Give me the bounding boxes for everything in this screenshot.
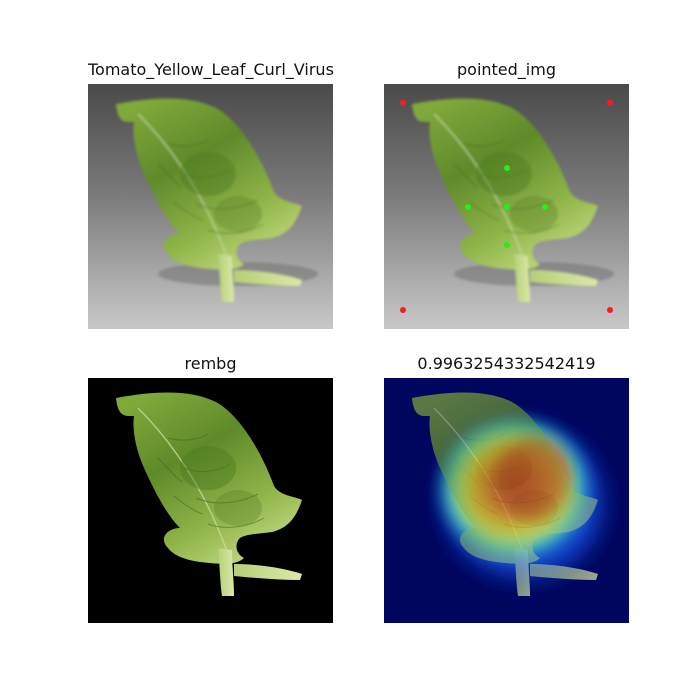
panel-title-score: 0.9963254332542419 (417, 354, 596, 373)
center-markers (465, 165, 548, 248)
panel-title-pointed: pointed_img (457, 60, 556, 79)
center-marker-right (542, 204, 548, 210)
center-marker-left (465, 204, 471, 210)
corner-marker-top-left (400, 100, 406, 106)
center-marker-middle (504, 204, 510, 210)
center-marker-bottom (504, 242, 510, 248)
original-leaf-image (88, 84, 333, 329)
corner-markers (400, 100, 613, 313)
corner-marker-top-right (607, 100, 613, 106)
panel-title-rembg: rembg (184, 354, 237, 373)
corner-marker-bottom-right (607, 307, 613, 313)
heatmap-overlay-image (384, 378, 629, 623)
pointed-leaf-image (384, 84, 629, 329)
corner-marker-bottom-left (400, 307, 406, 313)
center-marker-top (504, 165, 510, 171)
rembg-leaf-image (88, 378, 333, 623)
panel-title-original: Tomato_Yellow_Leaf_Curl_Virus (88, 60, 334, 79)
